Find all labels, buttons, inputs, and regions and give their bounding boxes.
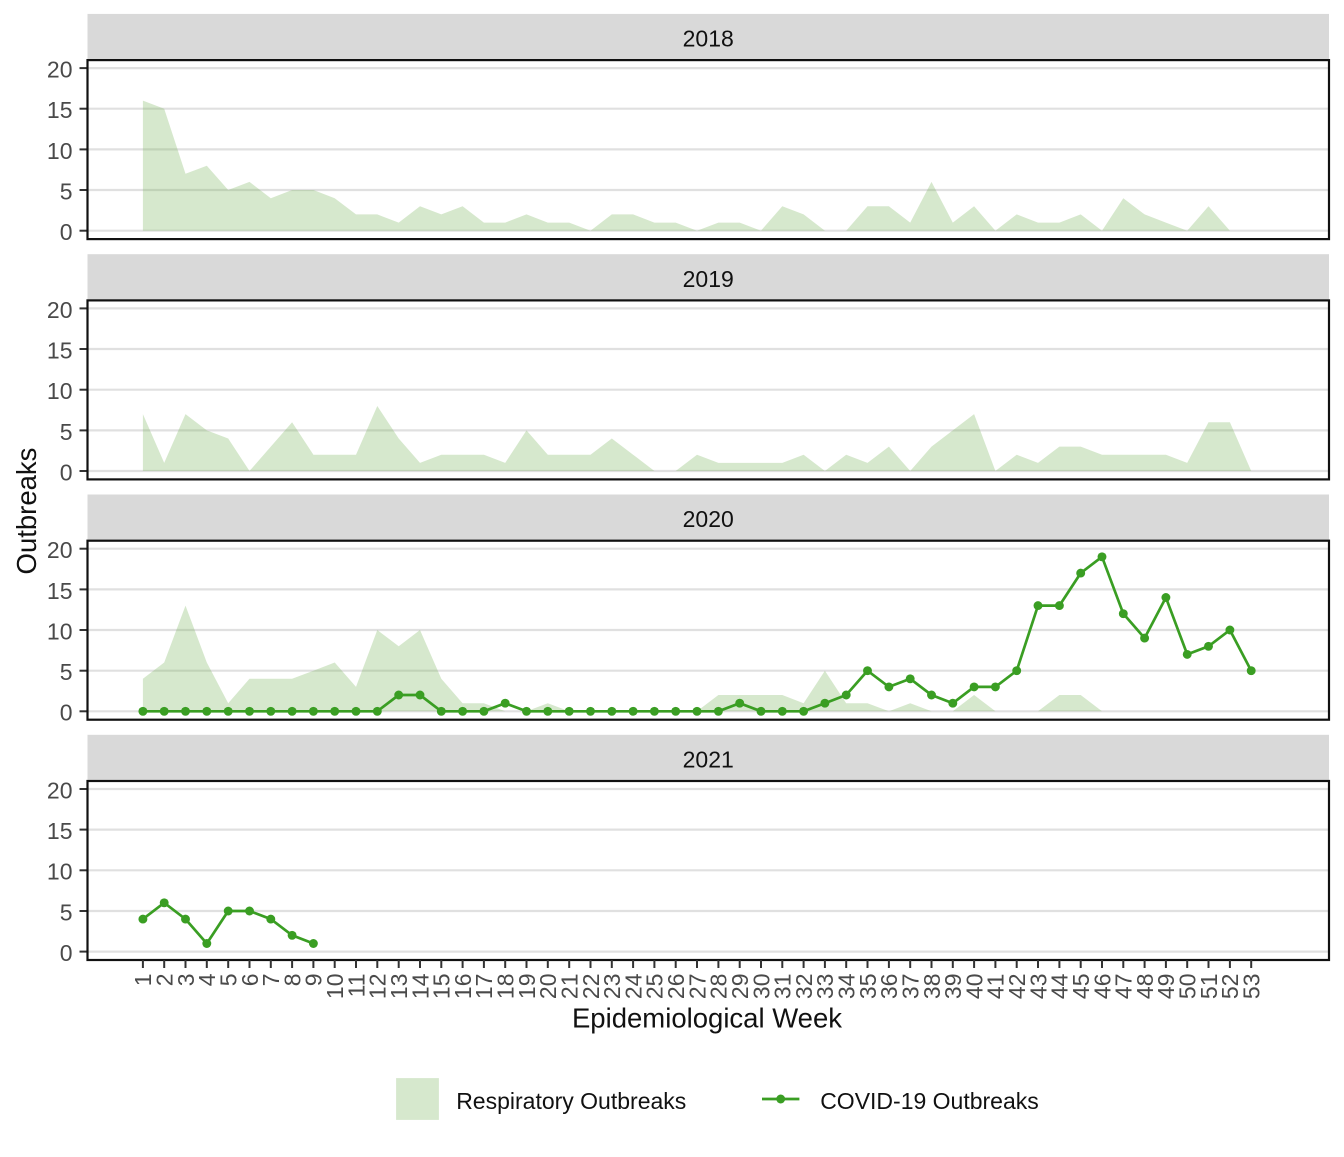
svg-text:30: 30: [748, 974, 774, 1000]
svg-text:4: 4: [194, 973, 220, 986]
svg-text:20: 20: [47, 777, 73, 803]
svg-text:13: 13: [386, 974, 412, 1000]
svg-text:40: 40: [961, 974, 987, 1000]
svg-text:42: 42: [1004, 974, 1030, 1000]
svg-text:8: 8: [279, 974, 305, 987]
svg-text:31: 31: [770, 974, 796, 1000]
svg-text:2: 2: [152, 974, 178, 987]
svg-text:50: 50: [1175, 974, 1201, 1000]
svg-text:Respiratory Outbreaks: Respiratory Outbreaks: [456, 1088, 686, 1114]
svg-text:37: 37: [898, 974, 924, 1000]
svg-text:20: 20: [47, 57, 73, 83]
svg-text:0: 0: [60, 219, 73, 245]
svg-text:49: 49: [1153, 974, 1179, 1000]
svg-text:36: 36: [876, 974, 902, 1000]
svg-text:2019: 2019: [683, 266, 734, 292]
svg-text:27: 27: [684, 974, 710, 1000]
svg-text:10: 10: [47, 378, 73, 404]
svg-text:10: 10: [322, 974, 348, 1000]
svg-text:17: 17: [471, 974, 497, 1000]
svg-text:3: 3: [173, 974, 199, 987]
svg-text:33: 33: [812, 974, 838, 1000]
svg-text:COVID-19 Outbreaks: COVID-19 Outbreaks: [820, 1088, 1039, 1114]
svg-text:10: 10: [47, 859, 73, 885]
svg-text:32: 32: [791, 974, 817, 1000]
svg-text:6: 6: [237, 974, 263, 987]
svg-text:15: 15: [47, 818, 73, 844]
svg-text:2021: 2021: [683, 747, 734, 773]
svg-text:26: 26: [663, 974, 689, 1000]
svg-text:15: 15: [47, 578, 73, 604]
svg-text:52: 52: [1217, 974, 1243, 1000]
svg-text:11: 11: [343, 974, 369, 998]
svg-text:5: 5: [60, 899, 73, 925]
svg-text:20: 20: [47, 537, 73, 563]
svg-text:15: 15: [47, 97, 73, 123]
svg-text:5: 5: [60, 178, 73, 204]
svg-text:15: 15: [429, 974, 455, 1000]
svg-text:21: 21: [557, 974, 583, 1000]
svg-text:48: 48: [1132, 974, 1158, 1000]
svg-text:38: 38: [919, 974, 945, 1000]
svg-text:47: 47: [1111, 974, 1137, 1000]
svg-text:10: 10: [47, 138, 73, 164]
svg-text:18: 18: [493, 974, 519, 1000]
svg-text:0: 0: [60, 700, 73, 726]
svg-text:14: 14: [407, 973, 433, 999]
svg-text:Epidemiological Week: Epidemiological Week: [572, 1002, 842, 1033]
svg-text:53: 53: [1239, 974, 1265, 1000]
svg-text:45: 45: [1068, 974, 1094, 1000]
svg-text:43: 43: [1025, 974, 1051, 1000]
svg-text:9: 9: [301, 974, 327, 987]
svg-text:25: 25: [642, 974, 668, 1000]
svg-text:41: 41: [983, 973, 1009, 999]
svg-text:1: 1: [130, 974, 156, 987]
svg-text:0: 0: [60, 940, 73, 966]
svg-text:35: 35: [855, 974, 881, 1000]
svg-text:7: 7: [258, 974, 284, 987]
svg-text:16: 16: [450, 974, 476, 1000]
svg-text:10: 10: [47, 618, 73, 644]
svg-text:Outbreaks: Outbreaks: [11, 448, 42, 575]
svg-text:20: 20: [47, 297, 73, 323]
svg-text:44: 44: [1047, 973, 1073, 999]
svg-text:5: 5: [60, 659, 73, 685]
svg-text:2020: 2020: [683, 506, 734, 532]
svg-text:12: 12: [365, 974, 391, 1000]
svg-text:28: 28: [706, 974, 732, 1000]
svg-text:5: 5: [60, 419, 73, 445]
svg-text:39: 39: [940, 974, 966, 1000]
svg-text:46: 46: [1089, 974, 1115, 1000]
svg-text:51: 51: [1196, 974, 1222, 1000]
svg-text:34: 34: [834, 973, 860, 999]
svg-text:2018: 2018: [683, 26, 734, 52]
svg-text:23: 23: [599, 974, 625, 1000]
svg-text:24: 24: [620, 973, 646, 999]
svg-text:22: 22: [578, 974, 604, 1000]
svg-text:5: 5: [216, 974, 242, 987]
svg-text:0: 0: [60, 459, 73, 485]
svg-text:29: 29: [727, 974, 753, 1000]
svg-text:20: 20: [535, 974, 561, 1000]
svg-text:19: 19: [514, 974, 540, 1000]
svg-text:15: 15: [47, 337, 73, 363]
